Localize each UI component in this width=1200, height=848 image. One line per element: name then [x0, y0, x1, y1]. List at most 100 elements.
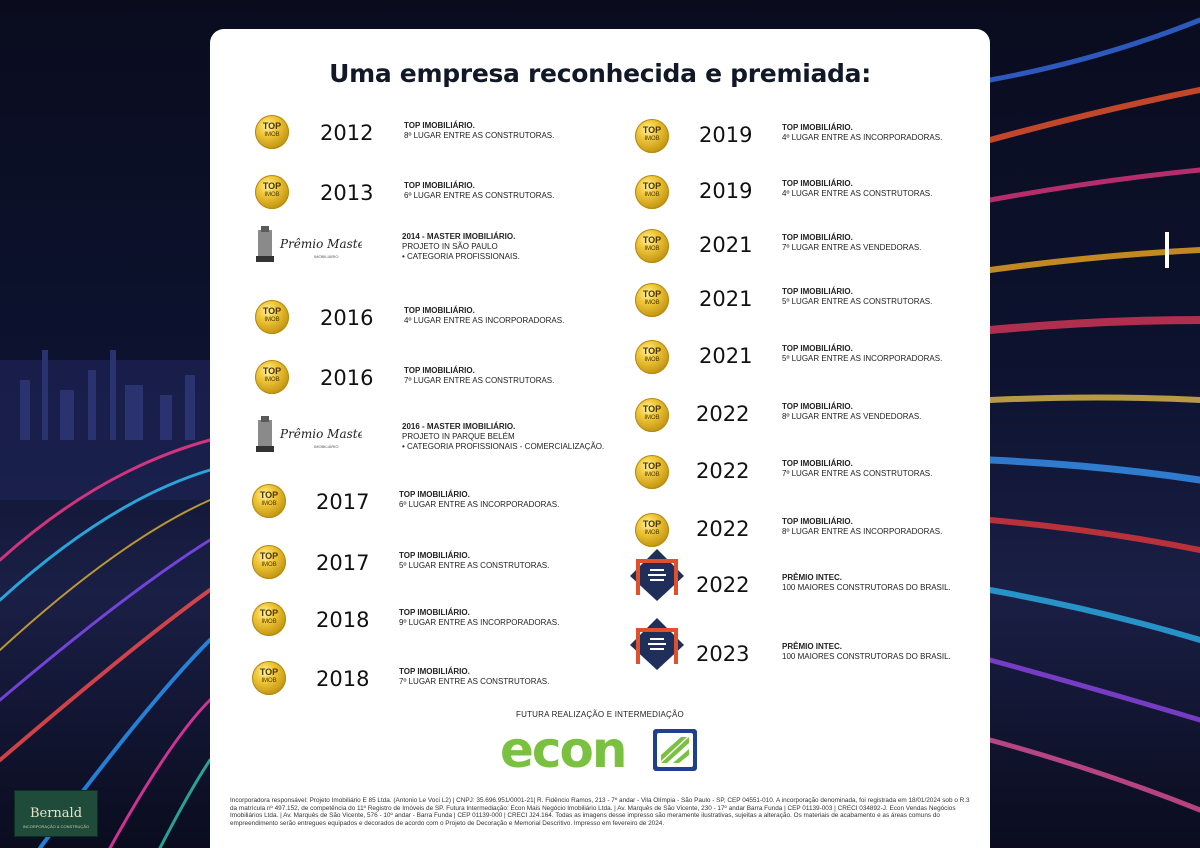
econ-logo: econ — [500, 725, 697, 775]
award-description: TOP IMOBILIÁRIO. 5º LUGAR ENTRE AS CONSTR… — [782, 287, 933, 306]
top-imobiliario-medal-icon: TOP IMOB — [252, 602, 286, 636]
medal-sub-text: IMOB — [264, 377, 280, 383]
award-description: TOP IMOBILIÁRIO. 4º LUGAR ENTRE AS INCORP… — [404, 306, 565, 325]
medal-sub-text: IMOB — [261, 678, 277, 684]
awards-card: Uma empresa reconhecida e premiada: TOP I… — [210, 29, 990, 848]
medal-top-text: TOP — [642, 461, 662, 471]
master-logo-text: Prêmio Master — [279, 237, 362, 251]
bernald-tagline: INCORPORAÇÃO & CONSTRUÇÃO — [22, 824, 90, 829]
award-description: TOP IMOBILIÁRIO. 9º LUGAR ENTRE AS INCORP… — [399, 608, 560, 627]
top-imobiliario-medal-icon: TOP IMOB — [635, 340, 669, 374]
award-description: TOP IMOBILIÁRIO. 7º LUGAR ENTRE AS CONSTR… — [782, 459, 933, 478]
award-year: 2016 — [320, 306, 374, 330]
medal-top-text: TOP — [642, 289, 662, 299]
top-imobiliario-medal-icon: TOP IMOB — [635, 119, 669, 153]
award-description: 2016 - MASTER IMOBILIÁRIO. PROJETO IN PAR… — [402, 422, 605, 451]
award-year: 2017 — [316, 551, 370, 575]
premio-master-logo-icon: Prêmio Master IMOBILIÁRIO — [256, 416, 362, 452]
medal-top-text: TOP — [262, 306, 282, 316]
premio-intec-badge-icon — [630, 549, 684, 601]
medal-top-text: TOP — [642, 181, 662, 191]
master-logo-text: Prêmio Master — [279, 427, 362, 441]
award-description: TOP IMOBILIÁRIO. 8º LUGAR ENTRE AS INCORP… — [782, 517, 943, 536]
bernald-logo: Bernald INCORPORAÇÃO & CONSTRUÇÃO — [14, 790, 98, 837]
award-year: 2017 — [316, 490, 370, 514]
econ-wordmark: econ — [500, 725, 626, 775]
award-year: 2023 — [696, 642, 750, 666]
medal-sub-text: IMOB — [261, 619, 277, 625]
medal-top-text: TOP — [642, 125, 662, 135]
medal-top-text: TOP — [642, 346, 662, 356]
award-year: 2012 — [320, 121, 374, 145]
bernald-name: Bernald — [29, 806, 83, 821]
medal-top-text: TOP — [259, 667, 279, 677]
award-year: 2021 — [699, 287, 753, 311]
top-imobiliario-medal-icon: TOP IMOB — [635, 398, 669, 432]
medal-top-text: TOP — [262, 121, 282, 131]
medal-sub-text: IMOB — [644, 472, 660, 478]
medal-sub-text: IMOB — [261, 501, 277, 507]
medal-top-text: TOP — [259, 608, 279, 618]
medal-sub-text: IMOB — [644, 357, 660, 363]
award-year: 2021 — [699, 233, 753, 257]
award-description: TOP IMOBILIÁRIO. 4º LUGAR ENTRE AS INCORP… — [782, 123, 943, 142]
top-imobiliario-medal-icon: TOP IMOB — [252, 661, 286, 695]
medal-sub-text: IMOB — [644, 300, 660, 306]
top-imobiliario-medal-icon: TOP IMOB — [252, 484, 286, 518]
award-description: TOP IMOBILIÁRIO. 7º LUGAR ENTRE AS CONSTR… — [399, 667, 550, 686]
medal-sub-text: IMOB — [644, 136, 660, 142]
top-imobiliario-medal-icon: TOP IMOB — [252, 545, 286, 579]
award-year: 2019 — [699, 179, 753, 203]
medal-top-text: TOP — [259, 551, 279, 561]
medal-sub-text: IMOB — [264, 317, 280, 323]
award-year: 2021 — [699, 344, 753, 368]
master-logo-sub: IMOBILIÁRIO — [314, 254, 338, 259]
top-imobiliario-medal-icon: TOP IMOB — [255, 175, 289, 209]
medal-sub-text: IMOB — [644, 415, 660, 421]
award-description: PRÊMIO INTEC. 100 MAIORES CONSTRUTORAS DO… — [782, 642, 951, 661]
top-imobiliario-medal-icon: TOP IMOB — [635, 229, 669, 263]
award-year: 2019 — [699, 123, 753, 147]
page-title: Uma empresa reconhecida e premiada: — [329, 59, 871, 88]
medal-top-text: TOP — [262, 181, 282, 191]
medal-top-text: TOP — [642, 235, 662, 245]
edge-marker — [1165, 232, 1169, 268]
award-description: TOP IMOBILIÁRIO. 4º LUGAR ENTRE AS CONSTR… — [782, 179, 933, 198]
award-description: TOP IMOBILIÁRIO. 5º LUGAR ENTRE AS CONSTR… — [399, 551, 550, 570]
top-imobiliario-medal-icon: TOP IMOB — [255, 360, 289, 394]
top-imobiliario-medal-icon: TOP IMOB — [255, 115, 289, 149]
legal-disclaimer: Incorporadora responsável: Projeto Imobi… — [230, 797, 970, 827]
top-imobiliario-medal-icon: TOP IMOB — [635, 283, 669, 317]
award-year: 2016 — [320, 366, 374, 390]
award-description: PRÊMIO INTEC. 100 MAIORES CONSTRUTORAS DO… — [782, 573, 951, 592]
medal-sub-text: IMOB — [644, 192, 660, 198]
top-imobiliario-medal-icon: TOP IMOB — [255, 300, 289, 334]
top-imobiliario-medal-icon: TOP IMOB — [635, 513, 669, 547]
medal-top-text: TOP — [259, 490, 279, 500]
award-year: 2022 — [696, 459, 750, 483]
award-year: 2013 — [320, 181, 374, 205]
medal-sub-text: IMOB — [644, 530, 660, 536]
award-description: TOP IMOBILIÁRIO. 7º LUGAR ENTRE AS CONSTR… — [404, 366, 555, 385]
award-description: 2014 - MASTER IMOBILIÁRIO. PROJETO IN SÃO… — [402, 232, 520, 261]
top-imobiliario-medal-icon: TOP IMOB — [635, 455, 669, 489]
award-description: TOP IMOBILIÁRIO. 8º LUGAR ENTRE AS CONSTR… — [404, 121, 555, 140]
medal-sub-text: IMOB — [261, 562, 277, 568]
top-imobiliario-medal-icon: TOP IMOB — [635, 175, 669, 209]
master-logo-sub: IMOBILIÁRIO — [314, 444, 338, 449]
futura-label: FUTURA REALIZAÇÃO E INTERMEDIAÇÃO — [516, 710, 684, 719]
award-description: TOP IMOBILIÁRIO. 5º LUGAR ENTRE AS INCORP… — [782, 344, 943, 363]
medal-top-text: TOP — [642, 519, 662, 529]
medal-sub-text: IMOB — [644, 246, 660, 252]
award-year: 2018 — [316, 608, 370, 632]
medal-top-text: TOP — [262, 366, 282, 376]
award-year: 2022 — [696, 402, 750, 426]
medal-sub-text: IMOB — [264, 192, 280, 198]
award-description: TOP IMOBILIÁRIO. 6º LUGAR ENTRE AS CONSTR… — [404, 181, 555, 200]
award-year: 2022 — [696, 517, 750, 541]
award-year: 2018 — [316, 667, 370, 691]
medal-sub-text: IMOB — [264, 132, 280, 138]
award-description: TOP IMOBILIÁRIO. 7º LUGAR ENTRE AS VENDED… — [782, 233, 922, 252]
premio-intec-badge-icon — [630, 618, 684, 670]
medal-top-text: TOP — [642, 404, 662, 414]
